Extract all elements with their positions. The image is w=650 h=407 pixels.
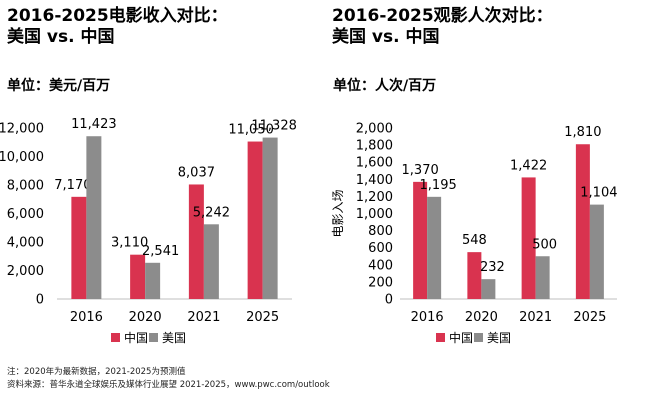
right-data-label: 1,422 — [510, 158, 547, 173]
right-legend-swatch-us — [474, 333, 483, 342]
right-x-tick-label: 2020 — [465, 310, 498, 325]
right-y-tick-label: 800 — [368, 224, 393, 239]
right-y-tick-label: 400 — [368, 258, 393, 273]
left-bar-china — [188, 184, 204, 299]
left-data-label: 7,170 — [54, 178, 91, 193]
right-data-label: 1,195 — [420, 178, 457, 193]
left-data-label: 11,423 — [71, 117, 117, 132]
right-x-tick-label: 2025 — [573, 310, 606, 325]
right-y-tick-label: 1,000 — [356, 207, 393, 222]
right-data-label: 1,104 — [580, 186, 617, 201]
right-legend-swatch-china — [436, 333, 445, 342]
right-bar-china — [575, 144, 590, 299]
left-legend-swatch-us — [149, 333, 158, 342]
left-data-label: 11,050 — [228, 123, 274, 138]
right-y-tick-label: 1,400 — [356, 173, 393, 188]
left-y-tick-label: 4,000 — [7, 236, 44, 251]
footnotes: 注：2020年为最新数据，2021-2025为预测值 资料来源：普华永道全球娱乐… — [7, 366, 330, 392]
left-x-tick-label: 2025 — [246, 310, 279, 325]
right-x-tick-label: 2016 — [411, 310, 444, 325]
right-unit-label: 单位：人次/百万 — [333, 78, 437, 94]
left-chart-title: 2016-2025电影收入对比： 美国 vs. 中国 — [7, 6, 228, 48]
left-bar-us — [145, 262, 161, 299]
left-legend-label: 中国 — [124, 330, 148, 345]
left-legend-label: 美国 — [162, 331, 186, 345]
right-data-label: 232 — [480, 260, 505, 275]
left-unit-label: 单位：美元/百万 — [7, 78, 111, 94]
right-legend-label: 美国 — [487, 331, 511, 345]
right-data-label: 1,810 — [564, 125, 601, 140]
left-y-tick-label: 2,000 — [7, 264, 44, 279]
right-y-axis-label: 电影入场 — [331, 189, 345, 237]
left-y-tick-label: 0 — [36, 293, 44, 308]
right-legend-label: 中国 — [449, 330, 473, 345]
left-legend-swatch-china — [111, 333, 120, 342]
source-text: 资料来源：普华永道全球娱乐及媒体行业展望 2021-2025，www.pwc.c… — [7, 380, 330, 390]
right-title-line2: 美国 vs. 中国 — [332, 27, 440, 47]
right-bar-us — [589, 204, 604, 299]
right-x-tick-label: 2021 — [519, 310, 552, 325]
right-title-line1: 2016-2025观影人次对比： — [332, 6, 553, 26]
left-y-tick-label: 6,000 — [7, 207, 44, 222]
left-data-label: 8,037 — [178, 165, 215, 180]
right-bar-us — [535, 256, 550, 299]
right-y-tick-label: 600 — [368, 241, 393, 256]
left-data-label: 5,242 — [193, 205, 230, 220]
left-data-label: 11,328 — [251, 119, 297, 134]
left-x-tick-label: 2021 — [187, 310, 220, 325]
right-data-label: 548 — [462, 233, 487, 248]
right-bar-china — [467, 252, 482, 299]
note-text: 注：2020年为最新数据，2021-2025为预测值 — [7, 367, 186, 377]
right-y-tick-label: 2,000 — [356, 122, 393, 137]
right-bar-us — [481, 279, 496, 299]
left-bar-china — [247, 141, 263, 299]
left-data-label: 2,541 — [142, 244, 179, 259]
left-data-label: 3,110 — [111, 236, 148, 251]
right-y-tick-label: 200 — [368, 275, 393, 290]
right-y-tick-label: 0 — [385, 293, 393, 308]
right-data-label: 1,370 — [402, 163, 439, 178]
left-x-tick-label: 2020 — [129, 310, 162, 325]
left-bar-us — [86, 136, 102, 299]
left-bar-china — [130, 254, 146, 299]
right-bar-china — [413, 181, 428, 299]
right-y-tick-label: 1,200 — [356, 190, 393, 205]
left-bar-us — [203, 224, 219, 299]
right-y-tick-label: 1,600 — [356, 156, 393, 171]
right-data-label: 500 — [532, 237, 557, 252]
left-bar-china — [71, 196, 87, 299]
left-bar-us — [262, 137, 278, 299]
left-y-tick-label: 12,000 — [0, 122, 44, 137]
right-bar-china — [521, 177, 536, 299]
left-title-line1: 2016-2025电影收入对比： — [7, 6, 228, 26]
right-bar-us — [427, 196, 442, 299]
left-y-tick-label: 10,000 — [0, 150, 44, 165]
left-x-tick-label: 2016 — [70, 310, 103, 325]
right-chart-title: 2016-2025观影人次对比： 美国 vs. 中国 — [332, 6, 553, 48]
right-y-tick-label: 1,800 — [356, 139, 393, 154]
left-title-line2: 美国 vs. 中国 — [7, 27, 115, 47]
left-y-tick-label: 8,000 — [7, 179, 44, 194]
